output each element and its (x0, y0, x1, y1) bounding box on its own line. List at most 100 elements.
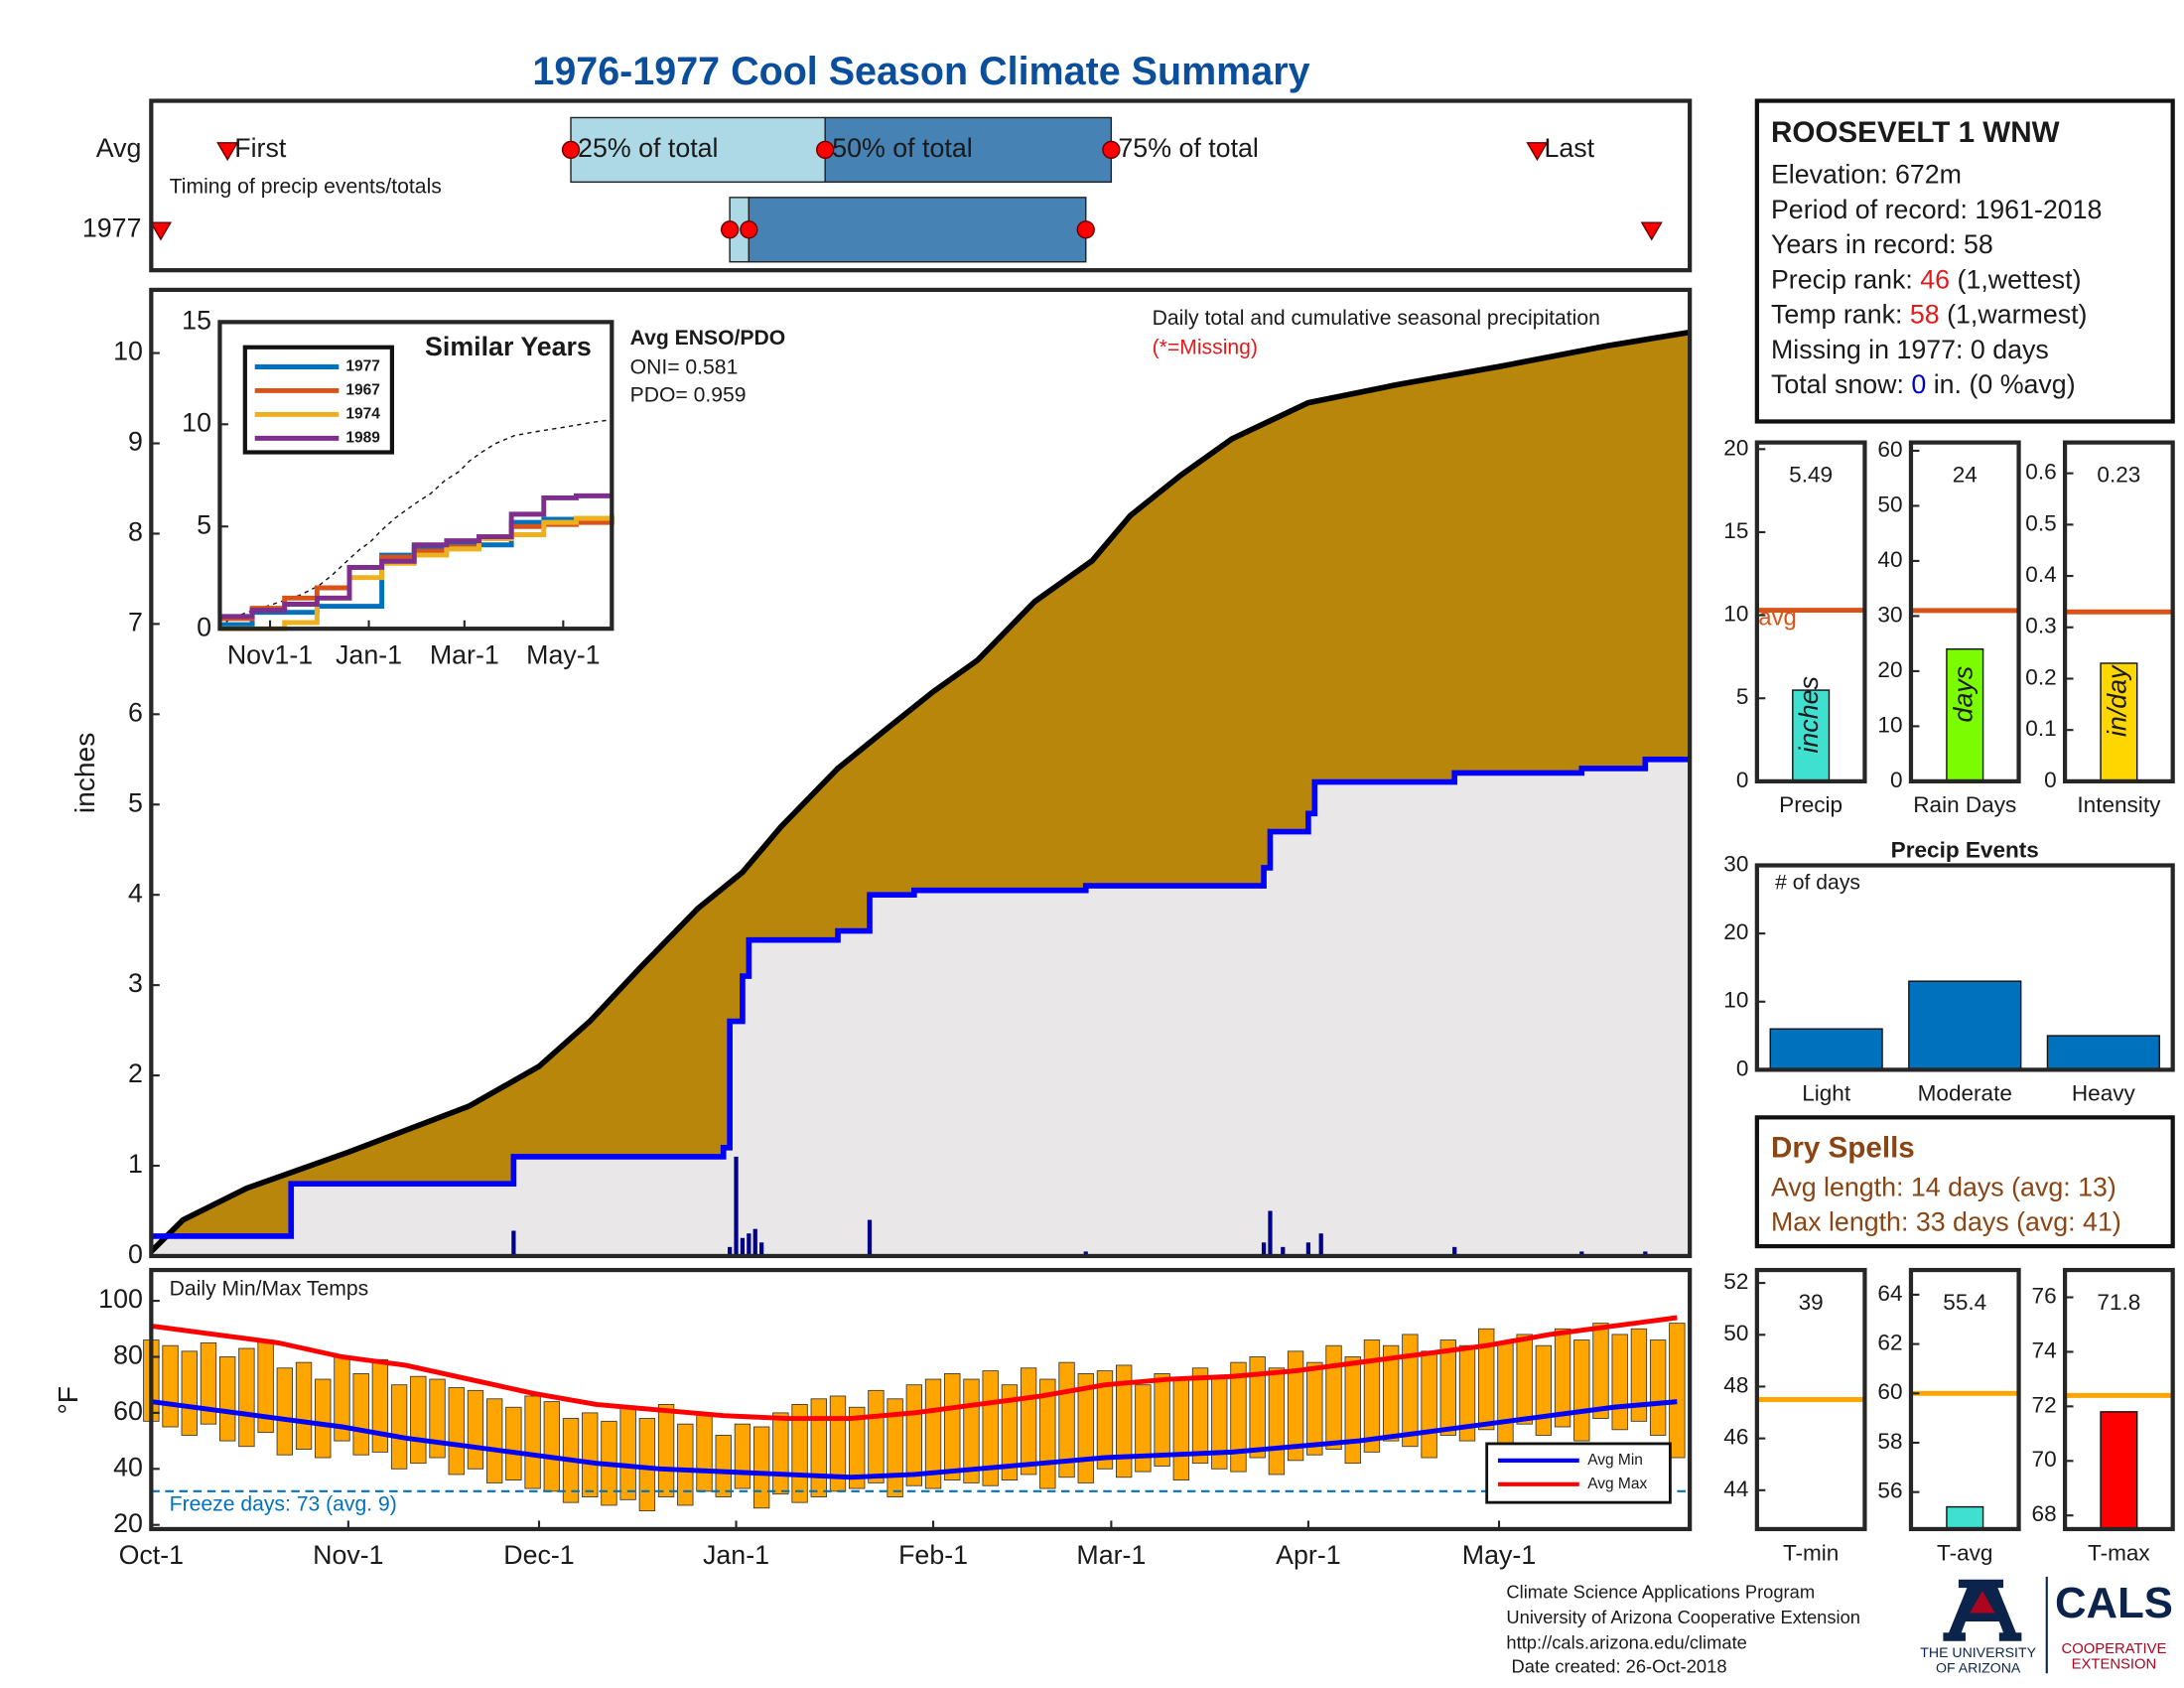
x-tick-label: Jan-1 (336, 639, 402, 669)
station-text: (1,wettest) (1950, 265, 2081, 295)
temp-range-bar (429, 1378, 446, 1459)
event-marker (216, 142, 239, 162)
daily-precip-bar (1579, 1251, 1584, 1256)
daily-precip-bar (1268, 1210, 1273, 1256)
temp-range-bar (619, 1406, 636, 1500)
y-tick-label: 60 (113, 1396, 143, 1426)
station-text: Temp rank: (1771, 300, 1910, 330)
temp-range-bar (1116, 1364, 1133, 1478)
temp-range-bar (924, 1378, 942, 1489)
plot-frame (1908, 440, 2021, 784)
y-tick-label: 76 (2032, 1283, 2057, 1308)
x-tick-label: Mar-1 (430, 639, 499, 669)
temp-range-bar (1421, 1350, 1437, 1459)
annotation: # of days (1775, 871, 1860, 894)
temp-range-bar (238, 1347, 255, 1448)
y-tick-label: 4 (128, 878, 143, 908)
temp-range-bar (1573, 1339, 1590, 1442)
y-tick-label: 15 (182, 305, 211, 335)
y-tick-label: 58 (1877, 1429, 1902, 1454)
avg-temp-line (151, 1315, 1678, 1422)
y-tick-label: 0.6 (2025, 460, 2056, 485)
y-axis-label: inches (68, 733, 100, 813)
station-text: 0 (1911, 369, 1926, 399)
y-tick-label: 80 (113, 1340, 143, 1370)
temp-range-bar (485, 1398, 503, 1483)
temp-range-bar (352, 1372, 369, 1456)
logo-text: OF ARIZONA (1936, 1660, 2021, 1676)
value-bar (1946, 1505, 1984, 1530)
y-tick-label: 60 (1877, 437, 1902, 462)
temp-range-bar (677, 1423, 694, 1506)
value-bar (2100, 662, 2138, 782)
dry-spells-box (1754, 1115, 2175, 1249)
temp-range-bar (657, 1404, 675, 1497)
temp-range-bar (1077, 1372, 1094, 1483)
temp-range-bar (1287, 1350, 1304, 1462)
y-tick-label: 15 (1723, 518, 1748, 543)
value-label: 71.8 (2097, 1290, 2140, 1315)
temp-range-bar (1363, 1339, 1381, 1453)
y-tick-label: 5 (1736, 684, 1749, 709)
marker-label: 50% of total (832, 133, 972, 163)
x-label: T-avg (1937, 1540, 1992, 1565)
value-bar (1792, 689, 1831, 782)
temp-range-bar (1191, 1367, 1209, 1465)
station-line: Total snow: 0 in. (0 %avg) (1771, 369, 2076, 399)
y-tick-label: 20 (1877, 657, 1902, 682)
y-tick-label: 72 (2032, 1392, 2057, 1417)
station-line: Missing in 1977: 0 days (1771, 335, 2049, 364)
annotation: Daily total and cumulative seasonal prec… (1153, 307, 1600, 330)
event-marker (1640, 221, 1663, 241)
y-tick-label: 0.5 (2025, 510, 2056, 535)
plot-frame (2062, 1267, 2175, 1532)
temp-range-bar (1306, 1361, 1323, 1456)
x-tick-label: Oct-1 (119, 1540, 184, 1570)
plot-frame (1908, 1267, 2021, 1532)
temp-range-bar (1172, 1378, 1190, 1481)
value-label: 0.23 (2097, 462, 2140, 487)
y-tick-label: 10 (113, 337, 143, 366)
footer-line: Climate Science Applications Program (1506, 1582, 1815, 1603)
temp-range-bar (295, 1361, 313, 1450)
temp-range-bar (1516, 1334, 1533, 1425)
daily-precip-bar (867, 1219, 873, 1256)
daily-precip-bar (1281, 1246, 1286, 1256)
y-tick-label: 50 (1877, 492, 1902, 516)
y-tick-label: 0 (197, 612, 211, 641)
unit-label: inches (1794, 676, 1824, 753)
temp-range-bar (752, 1426, 770, 1509)
x-label: T-max (2088, 1540, 2150, 1565)
temp-range-bar (1268, 1367, 1286, 1476)
temp-range-bar (1611, 1334, 1628, 1431)
y-tick-label: 2 (128, 1058, 143, 1088)
station-text: 46 (1920, 265, 1950, 295)
row-label: 1977 (82, 212, 142, 242)
avg-temp-line (151, 1399, 1678, 1480)
station-line: Precip rank: 46 (1,wettest) (1771, 265, 2082, 295)
y-tick-label: 44 (1723, 1477, 1748, 1501)
cumulative-avg-line (149, 329, 1691, 1254)
dry-spells-line: Avg length: 14 days (avg: 13) (1771, 1172, 2116, 1201)
y-tick-label: 74 (2032, 1337, 2057, 1362)
station-line: Years in record: 58 (1771, 229, 1993, 259)
daily-precip-bar (1083, 1251, 1088, 1256)
temp-range-bar (982, 1370, 999, 1486)
x-label: Rain Days (1913, 792, 2016, 817)
station-text: in. (0 %avg) (1926, 369, 2075, 399)
x-tick-label: Jan-1 (703, 1540, 769, 1570)
temp-range-bar (1402, 1334, 1419, 1448)
similar-year-line (219, 513, 614, 632)
temp-range-bar (524, 1395, 541, 1489)
temp-range-bar (1020, 1367, 1037, 1476)
temp-range-bar (276, 1367, 294, 1456)
daily-precip-bar (511, 1230, 516, 1256)
similar-year-line (219, 492, 613, 620)
y-axis-label: °F (52, 1386, 83, 1415)
y-tick-label: 6 (128, 697, 143, 727)
bar (1908, 980, 2022, 1071)
y-tick-label: 5 (197, 509, 211, 539)
temp-range-bar (1535, 1344, 1553, 1436)
daily-precip-bar (740, 1237, 746, 1256)
